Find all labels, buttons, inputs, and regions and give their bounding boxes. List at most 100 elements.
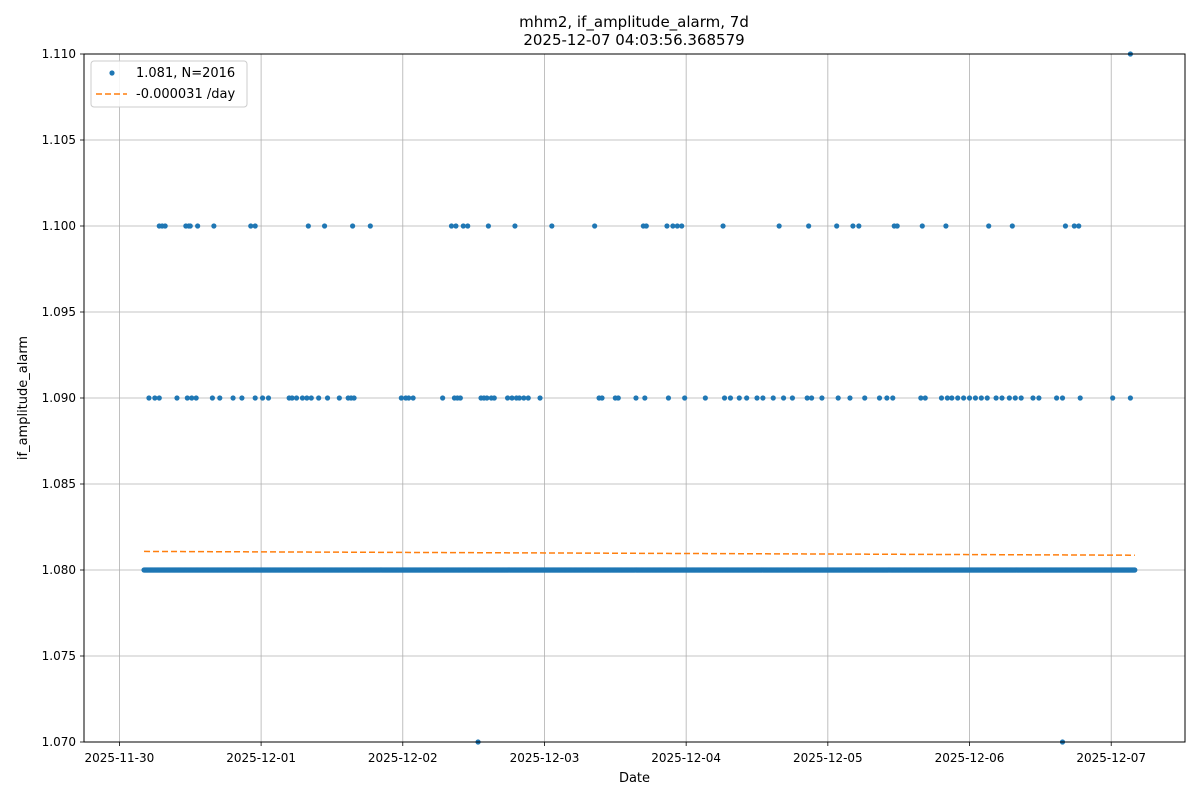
data-point <box>780 395 787 401</box>
trend-line <box>144 550 1135 556</box>
data-point <box>1012 395 1018 401</box>
data-point <box>1132 567 1138 573</box>
data-point <box>174 395 180 401</box>
data-point <box>293 395 300 401</box>
data-point <box>184 395 190 401</box>
data-point <box>516 395 522 401</box>
data-point <box>674 223 680 229</box>
data-point <box>890 395 896 401</box>
data-point <box>806 223 812 229</box>
data-point <box>894 223 900 229</box>
data-point <box>744 395 750 401</box>
data-point <box>664 223 670 229</box>
data-point <box>1009 223 1015 229</box>
data-point <box>1077 395 1083 401</box>
y-tick-label: 1.080 <box>42 563 76 577</box>
data-point <box>316 395 322 401</box>
data-point <box>504 395 511 401</box>
y-tick-label: 1.075 <box>42 649 76 663</box>
data-point <box>1076 223 1082 229</box>
data-point <box>521 395 527 401</box>
data-point <box>760 395 766 401</box>
data-point <box>248 223 254 229</box>
data-point <box>189 395 195 401</box>
y-tick-label: 1.110 <box>42 47 76 61</box>
data-point <box>367 223 373 229</box>
data-point <box>289 395 295 401</box>
data-point <box>537 395 543 401</box>
data-point <box>1036 395 1042 401</box>
data-point <box>972 395 979 401</box>
data-point <box>984 395 990 401</box>
data-point <box>410 395 416 401</box>
data-point <box>1006 395 1012 401</box>
data-point <box>230 395 236 401</box>
data-point <box>350 223 356 229</box>
data-point <box>918 395 924 401</box>
legend-label-points: 1.081, N=2016 <box>136 66 235 81</box>
data-point <box>512 223 518 229</box>
data-point <box>156 395 162 401</box>
data-point <box>525 395 531 401</box>
data-point <box>187 223 193 229</box>
data-point <box>966 395 973 401</box>
data-point <box>209 395 215 401</box>
data-point <box>252 395 258 401</box>
data-point <box>721 395 728 401</box>
data-point <box>919 223 925 229</box>
data-point <box>152 395 158 401</box>
data-point <box>978 395 984 401</box>
data-point <box>847 395 853 401</box>
data-point <box>491 395 497 401</box>
data-point <box>615 395 621 401</box>
data-point <box>949 395 955 401</box>
data-point <box>460 223 466 229</box>
data-point <box>406 395 412 401</box>
x-axis-label: Date <box>619 771 650 786</box>
data-point <box>682 395 688 401</box>
y-tick-label: 1.070 <box>42 735 76 749</box>
data-point <box>922 395 928 401</box>
data-point <box>944 395 950 401</box>
data-point <box>999 395 1005 401</box>
data-point <box>336 395 342 401</box>
data-point <box>457 395 463 401</box>
data-point <box>1110 395 1116 401</box>
x-tick-label: 2025-12-02 <box>368 751 438 765</box>
data-point <box>1127 395 1133 401</box>
legend: 1.081, N=2016 -0.000031 /day <box>90 60 248 108</box>
data-point <box>727 395 734 401</box>
axis-ticks: 2025-11-30 2025-12-01 2025-12-02 2025-12-03… <box>42 47 1146 765</box>
data-point <box>592 223 598 229</box>
data-point <box>398 395 404 401</box>
legend-label-trend: -0.000031 /day <box>136 87 235 102</box>
data-point <box>440 395 446 401</box>
data-point <box>633 395 639 401</box>
data-point <box>819 395 825 401</box>
baseline-points <box>141 567 1138 573</box>
x-tick-label: 2025-12-04 <box>651 751 721 765</box>
data-point <box>876 395 883 401</box>
data-point <box>1018 395 1024 401</box>
data-point <box>448 223 455 229</box>
data-point <box>720 223 726 229</box>
data-point <box>754 395 760 401</box>
data-point <box>642 395 648 401</box>
x-tick-label: 2025-12-05 <box>793 751 863 765</box>
data-point <box>211 223 217 229</box>
data-point <box>484 395 490 401</box>
data-point <box>453 223 459 229</box>
x-tick-label: 2025-11-30 <box>85 751 155 765</box>
data-point <box>670 223 676 229</box>
data-point <box>193 395 199 401</box>
data-point <box>1054 395 1060 401</box>
data-point <box>465 223 471 229</box>
data-point <box>239 395 245 401</box>
x-tick-label: 2025-12-01 <box>226 751 296 765</box>
data-point <box>809 395 815 401</box>
data-point <box>146 395 152 401</box>
data-point <box>943 223 949 229</box>
y-tick-label: 1.090 <box>42 391 76 405</box>
